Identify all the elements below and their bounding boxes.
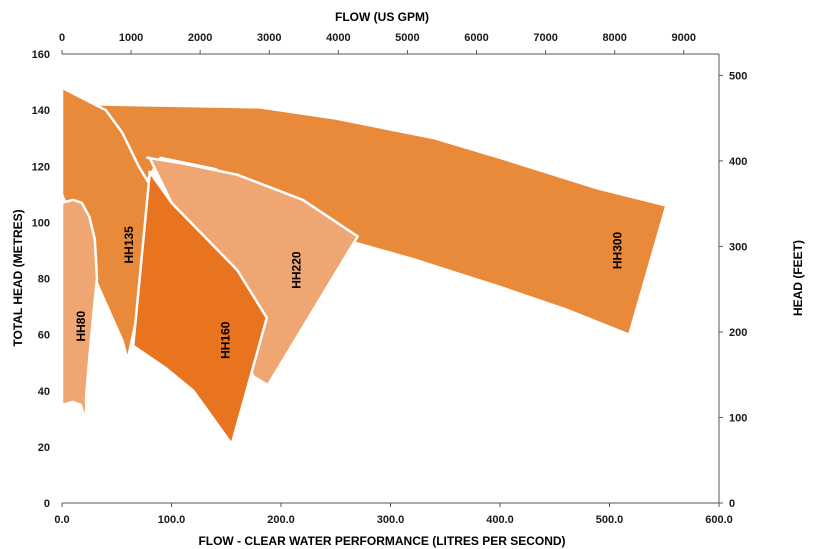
x2-tick-label: 9000 [672,32,696,44]
y2-tick-label: 0 [729,498,735,510]
y2-tick-label: 200 [729,327,747,339]
region-hh80 [60,198,99,423]
y-tick-label: 100 [32,217,50,229]
x-tick-label: 400.0 [486,514,514,526]
x2-tick-label: 6000 [464,32,488,44]
y2-tick-label: 400 [729,156,747,168]
top-ticks: 0 1000 2000 3000 4000 5000 6000 7000 8000 9000 [59,32,696,44]
region-label-hh160: HH160 [218,321,232,359]
x-tick-label: 100.0 [158,514,186,526]
y-tick-label: 140 [32,105,50,117]
y-tick-label: 60 [38,330,50,342]
x-tick-label: 200.0 [267,514,295,526]
x2-tick-label: 2000 [188,32,212,44]
x-tick-label: 600.0 [705,514,733,526]
region-hh220 [146,156,359,387]
y-tick-label: 0 [44,498,50,510]
region-label-hh135: HH135 [122,226,136,264]
y-tick-label: 160 [32,49,50,61]
x-tick-label: 300.0 [377,514,405,526]
x2-tick-label: 1000 [119,32,143,44]
x2-tick-label: 8000 [602,32,626,44]
y2-tick-label: 500 [729,70,747,82]
x2-tick-label: 0 [59,32,65,44]
regions [60,86,668,446]
y-tick-label: 40 [38,386,50,398]
y-tick-label: 80 [38,274,50,286]
region-label-hh300: HH300 [610,231,624,269]
bottom-ticks: 0.0 100.0 200.0 300.0 400.0 500.0 600.0 [54,514,732,526]
left-axis-title: TOTAL HEAD (METRES) [11,209,25,346]
right-ticks: 0 100 200 300 400 500 [729,70,747,510]
region-hh160 [131,170,269,446]
region-labels: HH300 HH220 HH135 HH160 HH80 [74,226,625,359]
x2-tick-label: 4000 [326,32,350,44]
left-ticks: 0 20 40 60 80 100 120 140 160 [32,49,50,510]
bottom-axis-title: FLOW - CLEAR WATER PERFORMANCE (LITRES P… [198,534,565,548]
x2-tick-label: 3000 [257,32,281,44]
y2-tick-label: 300 [729,241,747,253]
x2-tick-label: 5000 [395,32,419,44]
top-axis-title: FLOW (US GPM) [335,10,429,24]
y-tick-label: 20 [38,442,50,454]
y-tick-label: 120 [32,161,50,173]
right-axis-title: HEAD (FEET) [791,240,805,316]
y2-tick-label: 100 [729,412,747,424]
region-label-hh80: HH80 [74,311,88,342]
x-tick-label: 0.0 [54,514,69,526]
region-label-hh220: HH220 [290,251,304,289]
x-tick-label: 500.0 [596,514,624,526]
axes [61,50,723,507]
x2-tick-label: 7000 [533,32,557,44]
